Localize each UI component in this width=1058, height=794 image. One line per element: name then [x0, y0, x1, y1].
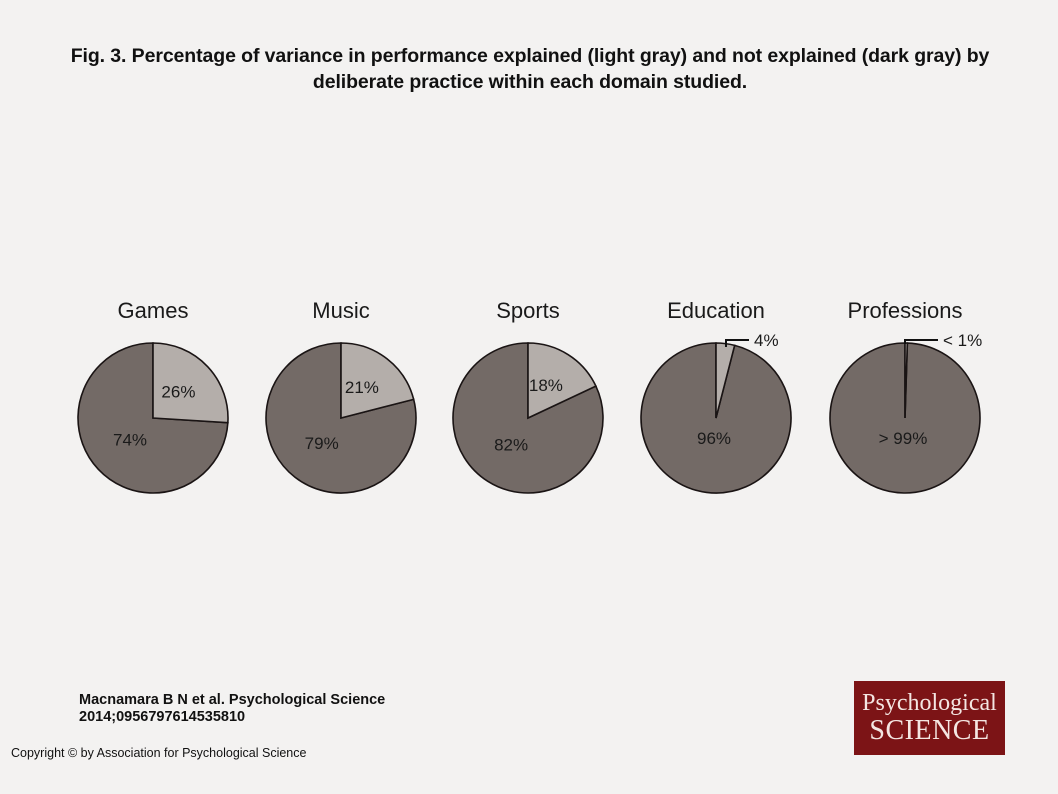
slice-explained	[152, 342, 229, 424]
label-explained: 18%	[529, 376, 563, 395]
citation-id: 2014;0956797614535810	[79, 709, 246, 725]
callout-line	[725, 339, 749, 347]
slice-explained	[340, 342, 415, 420]
label-not-explained: 74%	[113, 431, 147, 450]
pie-games: Games 26% 74%	[77, 298, 229, 494]
pie-title: Games	[118, 298, 189, 323]
label-not-explained: 82%	[494, 436, 528, 455]
label-explained: 4%	[754, 331, 779, 350]
logo-line2: SCIENCE	[869, 715, 990, 746]
pie-title: Professions	[848, 298, 963, 323]
pie-title: Music	[312, 298, 369, 323]
pie-title: Sports	[496, 298, 560, 323]
pie-sports: Sports 18% 82%	[452, 298, 604, 494]
psychological-science-logo: Psychological SCIENCE	[854, 681, 1005, 755]
label-not-explained: 96%	[697, 429, 731, 448]
pie-professions: Professions < 1% > 99%	[829, 298, 982, 494]
copyright: Copyright © by Association for Psycholog…	[11, 746, 307, 760]
label-explained: 21%	[345, 378, 379, 397]
citation-authors: Macnamara B N et al. Psychological Scien…	[79, 692, 386, 708]
logo-line1: Psychological	[862, 690, 997, 716]
pie-title: Education	[667, 298, 765, 323]
slice-explained	[527, 342, 597, 420]
label-explained: < 1%	[943, 331, 982, 350]
citation: Macnamara B N et al. Psychological Scien…	[79, 692, 385, 726]
pie-education: Education 4% 96%	[640, 298, 792, 494]
pie-music: Music 21% 79%	[265, 298, 417, 494]
label-explained: 26%	[161, 382, 195, 401]
callout-line	[904, 339, 938, 344]
figure-title: Fig. 3. Percentage of variance in perfor…	[70, 45, 990, 93]
label-not-explained: > 99%	[879, 429, 928, 448]
label-not-explained: 79%	[305, 434, 339, 453]
